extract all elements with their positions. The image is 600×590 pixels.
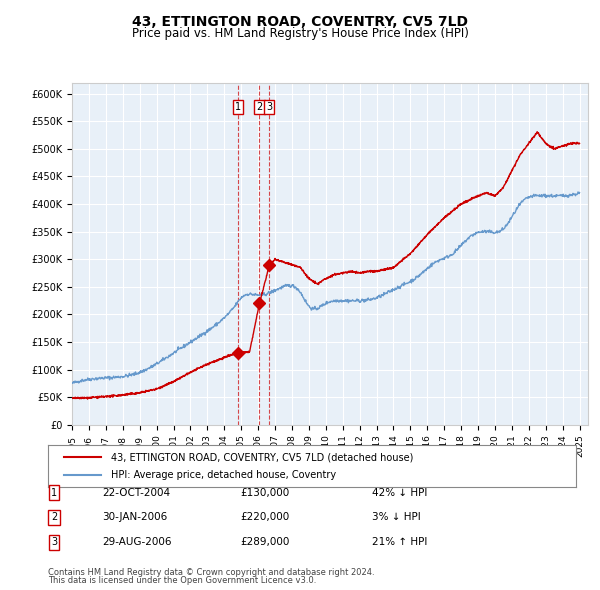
Text: 2: 2 <box>51 513 57 522</box>
Text: 42% ↓ HPI: 42% ↓ HPI <box>372 488 427 497</box>
Text: Price paid vs. HM Land Registry's House Price Index (HPI): Price paid vs. HM Land Registry's House … <box>131 27 469 40</box>
Text: £220,000: £220,000 <box>240 513 289 522</box>
Text: Contains HM Land Registry data © Crown copyright and database right 2024.: Contains HM Land Registry data © Crown c… <box>48 568 374 577</box>
Text: 43, ETTINGTON ROAD, COVENTRY, CV5 7LD: 43, ETTINGTON ROAD, COVENTRY, CV5 7LD <box>132 15 468 29</box>
Text: 29-AUG-2006: 29-AUG-2006 <box>102 537 172 547</box>
Text: 2: 2 <box>256 103 263 113</box>
Text: 3: 3 <box>51 537 57 547</box>
Text: This data is licensed under the Open Government Licence v3.0.: This data is licensed under the Open Gov… <box>48 576 316 585</box>
Text: HPI: Average price, detached house, Coventry: HPI: Average price, detached house, Cove… <box>112 470 337 480</box>
Text: 1: 1 <box>51 488 57 497</box>
Text: 3% ↓ HPI: 3% ↓ HPI <box>372 513 421 522</box>
Text: 21% ↑ HPI: 21% ↑ HPI <box>372 537 427 547</box>
Text: £289,000: £289,000 <box>240 537 289 547</box>
Text: £130,000: £130,000 <box>240 488 289 497</box>
Text: 22-OCT-2004: 22-OCT-2004 <box>102 488 170 497</box>
Text: 30-JAN-2006: 30-JAN-2006 <box>102 513 167 522</box>
Text: 3: 3 <box>266 103 272 113</box>
Text: 43, ETTINGTON ROAD, COVENTRY, CV5 7LD (detached house): 43, ETTINGTON ROAD, COVENTRY, CV5 7LD (d… <box>112 452 414 462</box>
Text: 1: 1 <box>235 103 241 113</box>
